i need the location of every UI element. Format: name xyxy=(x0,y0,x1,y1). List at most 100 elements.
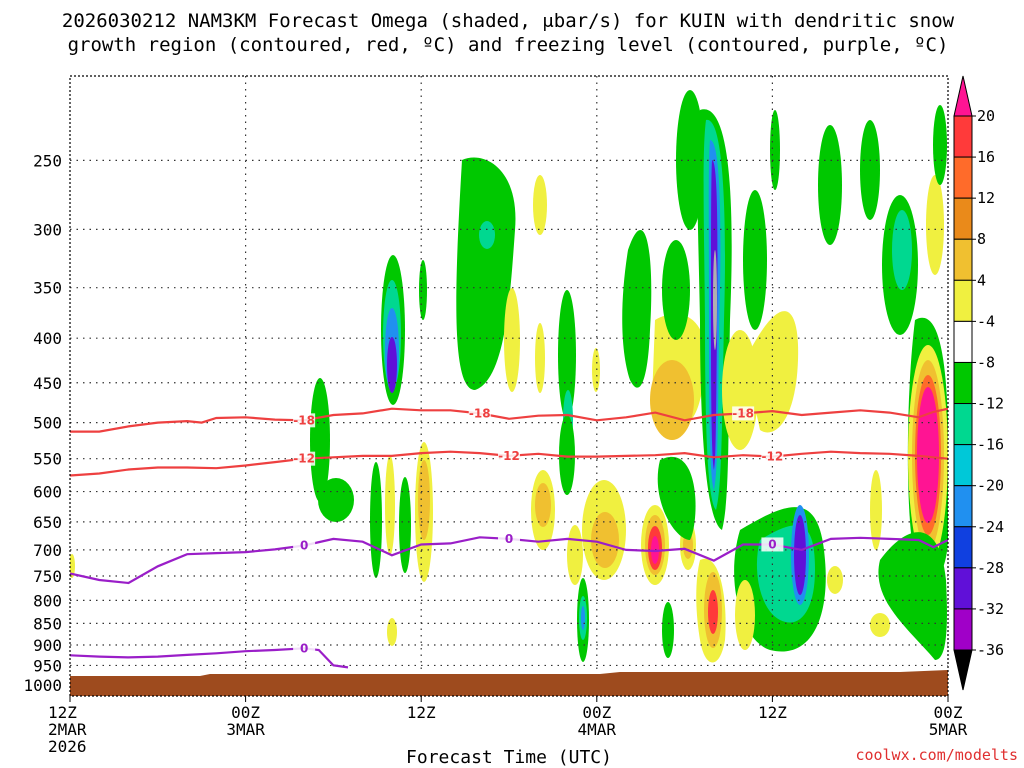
colorbar-segment xyxy=(953,485,973,528)
x-tick-label: 2026 xyxy=(48,737,87,756)
contour-label-bg xyxy=(761,537,784,552)
x-tick-label: 00Z xyxy=(934,703,963,722)
omega-cell xyxy=(70,554,75,578)
omega-cell xyxy=(535,483,551,527)
colorbar-label: -20 xyxy=(977,477,1004,495)
contour-label: -12 xyxy=(293,452,315,466)
y-tick-label: 400 xyxy=(33,329,62,348)
y-axis: 250 300 350 400 450 500 550 600 650 700 750 800 850 9… xyxy=(23,151,62,694)
omega-cell xyxy=(387,337,397,393)
colorbar-segment xyxy=(953,197,973,240)
omega-cell xyxy=(419,260,427,320)
x-tick-label: 00Z xyxy=(582,703,611,722)
colorbar-label: 20 xyxy=(977,107,995,125)
omega-cell xyxy=(735,580,755,650)
omega-cell xyxy=(318,478,354,522)
y-tick-label: 550 xyxy=(33,450,62,469)
contour-label-bg xyxy=(468,406,491,421)
x-axis-label: Forecast Time (UTC) xyxy=(406,747,612,768)
y-tick-label: 700 xyxy=(33,541,62,560)
omega-cell xyxy=(933,105,947,185)
y-tick-label: 250 xyxy=(33,151,62,170)
y-tick-label: 450 xyxy=(33,374,62,393)
contour-label-bg xyxy=(761,449,784,464)
x-tick-label: 12Z xyxy=(407,703,436,722)
y-tick-label: 750 xyxy=(33,567,62,586)
colorbar-cap-top xyxy=(953,75,973,117)
plot-frame xyxy=(69,75,949,697)
colorbar-segment xyxy=(953,320,973,363)
ground xyxy=(70,670,948,696)
colorbar-label: 4 xyxy=(977,271,986,289)
contour-label: -18 xyxy=(469,406,491,420)
omega-cell xyxy=(662,240,690,340)
credit-text[interactable]: coolwx.com/modelts xyxy=(855,746,1018,764)
colorbar-segment xyxy=(953,526,973,569)
colorbar-label: -36 xyxy=(977,641,1004,659)
omega-cell xyxy=(770,110,780,190)
contour-line xyxy=(70,450,948,477)
colorbar-label: -8 xyxy=(977,353,995,371)
omega-cell xyxy=(591,512,619,568)
colorbar-label: -16 xyxy=(977,436,1004,454)
x-tick-label: 3MAR xyxy=(226,720,265,739)
contour-line xyxy=(70,536,948,585)
y-tick-label: 650 xyxy=(33,513,62,532)
colorbar-segment xyxy=(953,361,973,405)
contour-label-bg xyxy=(293,413,316,428)
plot-area: -18 -18 -18 -12 -12 -12 0 0 0 0 xyxy=(70,76,948,696)
y-tick-label: 850 xyxy=(33,614,62,633)
colorbar-label: -32 xyxy=(977,600,1004,618)
y-tick-label: 300 xyxy=(33,220,62,239)
contour-label-bg xyxy=(293,451,316,466)
omega-cell xyxy=(535,323,545,393)
contour-label: 0 xyxy=(300,641,308,655)
omega-cell xyxy=(794,515,806,595)
colorbar-label: -24 xyxy=(977,518,1004,536)
omega-cell xyxy=(533,175,547,235)
omega-cell xyxy=(708,590,718,634)
omega-cell xyxy=(676,90,704,230)
contours: -18 -18 -18 -12 -12 -12 0 0 0 0 xyxy=(70,406,948,669)
chart-title-line1: 2026030212 NAM3KM Forecast Omega (shaded… xyxy=(62,10,955,32)
y-tick-label: 500 xyxy=(33,414,62,433)
colorbar-segment xyxy=(953,608,973,651)
colorbar-label: -4 xyxy=(977,312,995,330)
contour-label: -18 xyxy=(732,406,754,420)
omega-cell xyxy=(567,525,583,585)
omega-cell xyxy=(387,618,397,646)
contour-label-bg xyxy=(293,641,316,656)
omega-cell xyxy=(745,311,799,433)
omega-cell xyxy=(370,462,382,578)
omega-cell xyxy=(818,125,842,245)
x-tick-label: 12Z xyxy=(48,703,77,722)
omega-cell xyxy=(662,602,674,658)
x-tick-label: 5MAR xyxy=(929,720,968,739)
contour-label: 0 xyxy=(505,532,513,546)
omega-cell xyxy=(310,378,330,502)
contour-label: -18 xyxy=(293,413,315,427)
colorbar-segment xyxy=(953,403,973,446)
contour-label: 0 xyxy=(768,537,776,551)
omega-cell xyxy=(743,190,767,330)
colorbar-segment xyxy=(953,279,973,322)
y-tick-label: 350 xyxy=(33,279,62,298)
x-tick-label: 00Z xyxy=(231,703,260,722)
y-tick-label: 950 xyxy=(33,656,62,675)
colorbar-label: 16 xyxy=(977,148,995,166)
contour-line xyxy=(70,647,349,669)
contour-label-bg xyxy=(498,448,520,463)
omega-cell xyxy=(581,606,585,630)
contour-label-bg xyxy=(732,406,755,421)
colorbar: 20 16 12 8 4 -4 -8 -12 -16 -20 -24 -28 -32 -36 xyxy=(953,75,1004,691)
contour-label: -12 xyxy=(762,450,784,464)
x-tick-label: 4MAR xyxy=(578,720,617,739)
omega-cell xyxy=(559,415,575,495)
y-tick-label: 1000 xyxy=(23,676,62,695)
colorbar-label: 8 xyxy=(977,230,986,248)
omega-cell xyxy=(870,470,882,550)
omega-cell xyxy=(592,348,600,392)
omega-cell xyxy=(870,613,890,637)
omega-cell xyxy=(860,120,880,220)
omega-cell xyxy=(657,456,696,540)
